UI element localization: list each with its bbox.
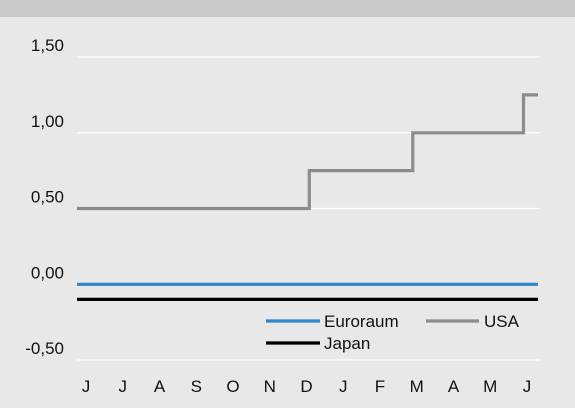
x-tick-label: J (339, 377, 348, 396)
x-tick-label: S (191, 377, 202, 396)
x-tick-label: J (523, 377, 532, 396)
x-tick-label: J (119, 377, 128, 396)
x-tick-label: O (226, 377, 239, 396)
x-tick-label: M (483, 377, 497, 396)
x-tick-label: N (264, 377, 276, 396)
header-band (0, 0, 575, 17)
x-tick-label: J (82, 377, 91, 396)
x-tick-label: D (300, 377, 312, 396)
x-tick-label: A (154, 377, 166, 396)
x-tick-label: F (375, 377, 385, 396)
legend-label-japan: Japan (324, 334, 370, 353)
y-tick-label: 1,00 (31, 112, 64, 131)
y-tick-label: 1,50 (31, 36, 64, 55)
legend-label-euroraum: Euroraum (324, 312, 399, 331)
legend-label-usa: USA (484, 312, 520, 331)
x-tick-label: A (448, 377, 460, 396)
y-tick-label: 0,00 (31, 263, 64, 282)
y-tick-label: 0,50 (31, 188, 64, 207)
x-tick-label: M (410, 377, 424, 396)
y-tick-label: -0,50 (25, 339, 64, 358)
series-line-usa (77, 93, 538, 211)
